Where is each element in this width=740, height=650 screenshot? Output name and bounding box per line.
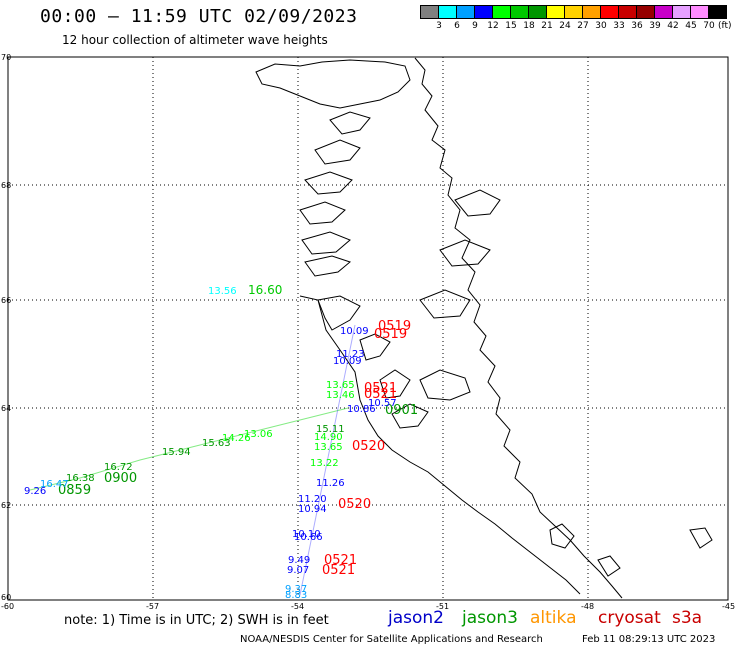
- obs-value: 10.86: [347, 404, 376, 415]
- colorbar-labels: 3 6 9 12 15 18 21 24 27 30 33 36 39 42 45 70: [420, 21, 740, 33]
- obs-value: 9.26: [24, 486, 46, 497]
- lon-label-51: -51: [436, 602, 449, 611]
- obs-value: 9.07: [287, 565, 309, 576]
- obs-value: 10.09: [333, 356, 362, 367]
- colorbar-label: 45: [685, 21, 697, 31]
- obs-value: 15.11: [316, 424, 345, 435]
- wave-height-colorbar: [420, 5, 727, 19]
- colorbar-label: 21: [541, 21, 553, 31]
- legend-jason2: jason2: [388, 608, 444, 628]
- greenland-coastline: [255, 57, 713, 599]
- colorbar-label: 39: [649, 21, 661, 31]
- obs-value: 10.94: [298, 504, 327, 515]
- obs-label-jason3-0900: 0900: [104, 471, 137, 486]
- obs-value: 13.46: [326, 390, 355, 401]
- obs-value: 13.22: [310, 458, 339, 469]
- obs-label-cryosat-0521-c: 0521: [324, 553, 357, 568]
- map-grid: [8, 57, 728, 600]
- map-frame: [7, 56, 729, 601]
- obs-label-jason3-0901: 0901: [385, 403, 418, 418]
- lon-label-60: -60: [1, 602, 14, 611]
- legend-jason3: jason3: [462, 608, 518, 628]
- jason2-track: [299, 324, 356, 596]
- lat-label-66: 66: [1, 296, 11, 305]
- colorbar-label: 24: [559, 21, 571, 31]
- colorbar-label: 3: [436, 21, 442, 31]
- obs-label-cryosat-0520-b: 0520: [338, 497, 371, 512]
- jason3-track: [29, 407, 349, 491]
- obs-value: 11.26: [316, 478, 345, 489]
- colorbar-label: 27: [577, 21, 589, 31]
- colorbar-label: 36: [631, 21, 643, 31]
- obs-value: 16.38: [66, 473, 95, 484]
- credit-text: NOAA/NESDIS Center for Satellite Applica…: [240, 634, 543, 645]
- colorbar-label: 9: [472, 21, 478, 31]
- legend-altika: altika: [530, 608, 577, 628]
- colorbar-label: 15: [505, 21, 517, 31]
- colorbar-label: 12: [487, 21, 499, 31]
- lat-label-64: 64: [1, 404, 11, 413]
- obs-value: 9.49: [288, 555, 310, 566]
- obs-value: 8.83: [285, 590, 307, 601]
- obs-value: 10.09: [340, 326, 369, 337]
- obs-value: 15.94: [162, 447, 191, 458]
- obs-value: 14.90: [314, 432, 343, 443]
- lon-label-57: -57: [146, 602, 159, 611]
- obs-value: 11.23: [336, 349, 365, 360]
- obs-label-jason3-0859: 0859: [58, 483, 91, 498]
- obs-label-cryosat-0519-a: 0519: [378, 319, 411, 334]
- obs-value: 13.65: [326, 380, 355, 391]
- obs-value: 10.66: [294, 532, 323, 543]
- colorbar-label: 33: [613, 21, 625, 31]
- credit-timestamp: Feb 11 08:29:13 UTC 2023: [582, 634, 716, 645]
- obs-value: 15.63: [202, 438, 231, 449]
- colorbar-label: 18: [523, 21, 535, 31]
- colorbar-label: 6: [454, 21, 460, 31]
- legend-cryosat: cryosat: [598, 608, 661, 628]
- lat-label-60: 60: [1, 593, 11, 602]
- obs-label-cryosat-0521-d: 0521: [322, 563, 355, 578]
- colorbar-label: 70: [703, 21, 715, 31]
- obs-value: 13.65: [314, 442, 343, 453]
- lat-label-62: 62: [1, 501, 11, 510]
- lon-label-48: -48: [581, 602, 594, 611]
- colorbar-label: 30: [595, 21, 607, 31]
- obs-value: 13.06: [244, 429, 273, 440]
- obs-label-cryosat-0519-b: 0519: [374, 327, 407, 342]
- colorbar-unit: (ft): [718, 21, 732, 31]
- obs-value: 9.37: [285, 584, 307, 595]
- obs-value: 14.26: [222, 433, 251, 444]
- obs-value: 13.56: [208, 286, 237, 297]
- lon-label-54: -54: [291, 602, 304, 611]
- obs-value: 11.20: [298, 494, 327, 505]
- obs-value: 16.47: [40, 479, 69, 490]
- page-subtitle: 12 hour collection of altimeter wave hei…: [62, 33, 328, 47]
- obs-label-cryosat-0520-a: 0520: [352, 439, 385, 454]
- obs-label-cryosat-0521-b: 0521: [364, 387, 397, 402]
- lat-label-70: 70: [1, 53, 11, 62]
- legend-s3a: s3a: [672, 608, 703, 628]
- colorbar-swatch-16: [708, 5, 727, 19]
- obs-value: 16.60: [248, 283, 282, 297]
- obs-value: 10.57: [368, 398, 397, 409]
- colorbar-label: 42: [667, 21, 679, 31]
- obs-value: 16.72: [104, 462, 133, 473]
- lat-label-68: 68: [1, 181, 11, 190]
- obs-label-cryosat-0521-a: 0521: [364, 381, 397, 396]
- note-text: note: 1) Time is in UTC; 2) SWH is in fe…: [64, 613, 329, 628]
- page-title: 00:00 – 11:59 UTC 02/09/2023: [40, 6, 358, 27]
- lon-label-45: -45: [722, 602, 735, 611]
- obs-value: 10.10: [292, 529, 321, 540]
